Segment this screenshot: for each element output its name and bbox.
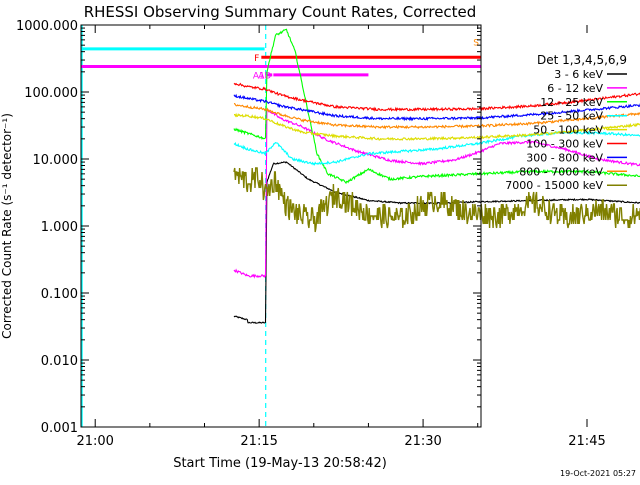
series-line bbox=[233, 130, 640, 166]
footer-date: 19-Oct-2021 05:27 bbox=[560, 469, 636, 478]
legend-label: 6 - 12 keV bbox=[547, 82, 603, 95]
y-tick-label: 1.000 bbox=[41, 220, 78, 235]
axes-layer: 0.001 0.010 0.100 1.000 10.000 100.000 1000.00… bbox=[16, 19, 606, 449]
series-line bbox=[233, 93, 640, 122]
legend-label: 12 - 25 keV bbox=[540, 96, 603, 109]
y-tick-label: 0.100 bbox=[41, 287, 78, 302]
flag-label: S bbox=[473, 38, 479, 48]
x-tick-label: 21:15 bbox=[240, 434, 277, 449]
x-tick-label: 21:30 bbox=[404, 434, 441, 449]
series-line bbox=[233, 167, 640, 233]
series-line bbox=[233, 103, 640, 130]
flag-label: A1 bbox=[253, 71, 265, 81]
chart-title: RHESSI Observing Summary Count Rates, Co… bbox=[84, 3, 477, 21]
legend-label: 3 - 6 keV bbox=[554, 68, 603, 81]
y-tick-label: 100.000 bbox=[24, 86, 78, 101]
y-tick-label: 0.001 bbox=[41, 421, 78, 436]
x-tick-label: 21:00 bbox=[76, 434, 113, 449]
y-tick-label: 0.010 bbox=[41, 354, 78, 369]
legend-label: 800 - 7000 keV bbox=[519, 165, 603, 178]
legend-label: 25 - 50 keV bbox=[540, 110, 603, 123]
series-line bbox=[233, 82, 640, 112]
legend-label: 50 - 100 keV bbox=[533, 124, 603, 137]
legend-label: 100 - 300 keV bbox=[526, 138, 603, 151]
series-layer bbox=[233, 28, 640, 324]
series-line bbox=[234, 112, 640, 141]
flag-label: F bbox=[254, 54, 259, 64]
y-tick-label: 1000.000 bbox=[16, 19, 78, 34]
x-tick-label: 21:45 bbox=[568, 434, 605, 449]
y-tick-label: 10.000 bbox=[33, 153, 79, 168]
series-line bbox=[233, 108, 640, 279]
flag-label: AD bbox=[258, 71, 271, 81]
series-line bbox=[233, 28, 640, 185]
y-axis-label: Corrected Count Rate (s⁻¹ detector⁻¹) bbox=[0, 113, 14, 339]
legend-title: Det 1,3,4,5,6,9 bbox=[537, 53, 627, 67]
legend-label: 300 - 800 keV bbox=[526, 151, 603, 164]
legend-label: 7000 - 15000 keV bbox=[505, 179, 603, 192]
x-axis-label: Start Time (19-May-13 20:58:42) bbox=[173, 456, 387, 471]
